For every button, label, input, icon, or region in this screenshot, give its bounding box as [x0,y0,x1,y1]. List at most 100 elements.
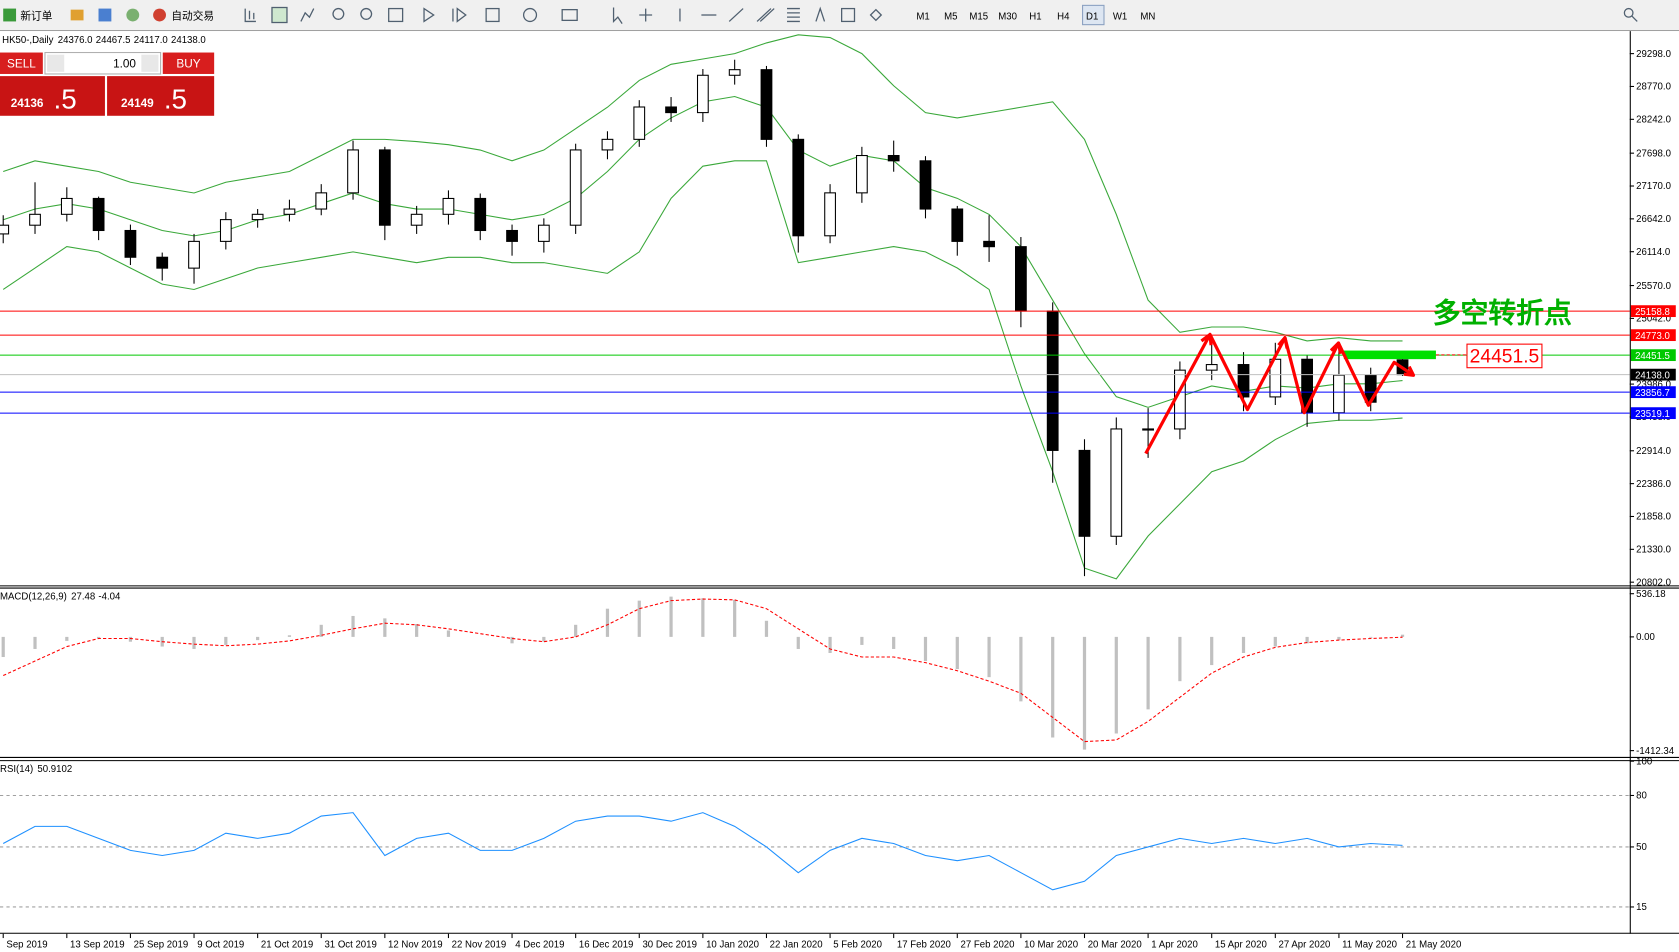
auto-trading-button[interactable]: 自动交易 [171,9,214,22]
x-tick-label: 5 Feb 2020 [833,940,882,951]
x-tick-label: 25 Sep 2019 [134,940,189,951]
candle-body [1237,364,1250,398]
new-order-icon[interactable] [3,8,17,22]
price-label-box [1466,343,1543,369]
candle-body [1015,246,1027,312]
channel-tool[interactable] [756,8,775,22]
buy-price-box[interactable] [107,76,215,116]
candle-body [887,154,900,162]
active-timeframe[interactable] [1082,4,1105,26]
x-tick-label: 15 Apr 2020 [1215,940,1267,951]
period-tool[interactable] [522,7,538,23]
buy-button[interactable] [162,52,215,74]
zigzag-arrowheads [1200,332,1416,377]
x-tick-label: 22 Nov 2019 [452,940,507,951]
candle-body [347,149,359,194]
header-high: 24467.5 [96,35,131,46]
auto-trading-icon[interactable] [153,8,166,22]
sell-button[interactable] [0,52,43,74]
rsi-name: RSI(14) [0,764,33,775]
tool-icon[interactable] [98,8,112,22]
sell-price-frac: .5 [54,83,77,114]
timeframe-button[interactable]: D1 [1086,11,1098,22]
timeframe-button[interactable]: MN [1140,11,1155,22]
candle-body [410,213,423,226]
candle-body [569,149,582,226]
x-tick-label: 27 Feb 2020 [960,940,1014,951]
scroll-tool[interactable] [423,7,435,23]
candle-body [696,74,709,114]
timeframe-button[interactable]: M5 [944,11,957,22]
y-tick-label: 15 [1636,902,1647,913]
sell-label[interactable]: SELL [7,58,36,71]
y-tick-label: 26642.0 [1636,214,1671,225]
template-tool[interactable] [561,9,578,22]
buy-label[interactable]: BUY [176,58,200,71]
tool-icon[interactable] [70,9,84,21]
tool-icon[interactable] [126,8,140,22]
x-tick-label: 10 Jan 2020 [706,940,759,951]
timeframe-button[interactable]: M1 [916,11,929,22]
x-tick-label: 21 May 2020 [1406,940,1462,951]
symbol-title: HK50-,Daily 24376.0 24467.5 24117.0 24138.0 [2,35,206,46]
candle-body [1078,449,1091,537]
candle-body [665,106,677,114]
search-icon[interactable] [1623,7,1634,18]
x-tick-label: 20 Mar 2020 [1088,940,1142,951]
candle-body [728,69,741,76]
indicator-tool[interactable] [485,7,500,23]
y-tick-label: 20802.0 [1636,577,1671,588]
level-label: 25158.8 [1635,307,1670,318]
fibo-tool[interactable] [787,7,800,23]
candle-body [983,240,995,248]
candle-body [378,149,391,226]
x-tick-label: 22 Jan 2020 [770,940,823,951]
candle-body [824,192,836,237]
bar-chart-tool[interactable] [244,8,256,23]
candle-body [506,229,518,242]
x-tick-label: 11 May 2020 [1342,940,1397,951]
timeframe-button[interactable]: M30 [998,11,1017,22]
sell-price: 24136 [11,97,44,110]
cursor-tool[interactable] [612,7,623,24]
trendline-tool[interactable] [728,8,744,22]
new-order-button[interactable]: 新订单 [20,9,52,22]
candle-chart-tool[interactable] [271,6,288,24]
x-tick-label: 16 Dec 2019 [579,940,634,951]
macd-name: MACD(12,26,9) [0,591,67,602]
candle-body [315,192,328,210]
macd-title: MACD(12,26,9) 27.48 -4.04 [0,591,121,602]
candle-body [29,213,41,226]
y-tick-label: 50 [1636,842,1647,853]
volume-down[interactable] [47,54,65,72]
candle-body [1205,364,1218,371]
arrow-tool[interactable] [869,8,883,22]
x-tick-label: Sep 2019 [6,940,47,951]
sell-price-box[interactable] [0,76,105,116]
x-tick-label: 1 Apr 2020 [1151,940,1198,951]
timeframe-button[interactable]: H1 [1029,11,1041,22]
level-label: 24451.5 [1635,351,1670,362]
volume-value[interactable]: 1.00 [113,58,136,71]
level-label-box [1630,329,1676,342]
zoom-in-tool[interactable] [332,7,345,20]
volume-up[interactable] [141,54,159,72]
candle-body [919,160,932,210]
volume-field[interactable] [44,51,162,75]
timeframe-button[interactable]: M15 [969,11,988,22]
crosshair-tool[interactable] [639,8,653,22]
timeframe-button[interactable]: H4 [1057,11,1070,22]
tile-tool[interactable] [388,7,404,23]
level-label-box [1630,305,1676,318]
timeframe-button[interactable]: W1 [1113,11,1127,22]
y-tick-label: -1412.34 [1636,746,1675,757]
text-tool[interactable] [815,6,826,22]
candle-body [601,138,614,151]
bollinger-upper [3,34,1403,342]
label-tool[interactable] [840,7,856,23]
shift-tool[interactable] [452,7,467,23]
zoom-out-tool[interactable] [360,7,373,20]
line-chart-tool[interactable] [300,8,315,22]
